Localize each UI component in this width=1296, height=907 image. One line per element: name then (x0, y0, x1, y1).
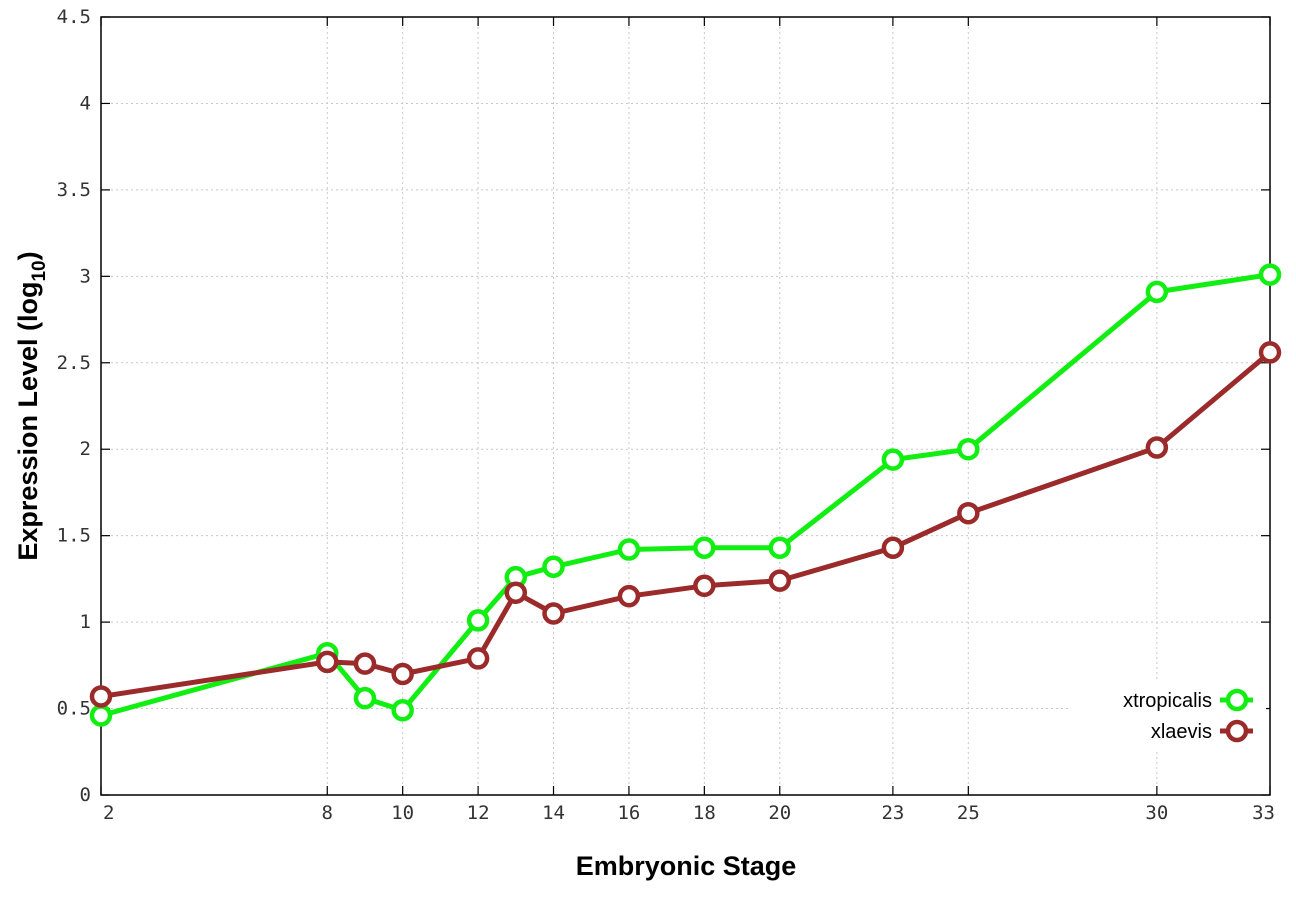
x-tick-label: 23 (881, 802, 904, 824)
axis-ticks: 0 0.5 1 1.5 2 2.5 3 3.5 4 4.5 2 8 10 12 14 16 18 20 23 25 30… (57, 6, 1275, 824)
data-point-xlaevis (768, 569, 792, 592)
legend-marker-xlaevis (1225, 719, 1249, 743)
series-line-xlaevis (100, 350, 1272, 699)
x-tick-label: 10 (391, 802, 414, 824)
x-tick-label: 12 (467, 802, 490, 824)
data-point-xlaevis (1258, 341, 1282, 364)
data-point-xlaevis (391, 662, 414, 686)
data-point-xtropicalis (89, 704, 113, 727)
data-point-xlaevis (1145, 436, 1169, 459)
x-tick-label: 33 (1252, 802, 1275, 824)
data-point-xtropicalis (353, 686, 377, 710)
x-tick-label: 30 (1145, 802, 1168, 824)
plot-frame (100, 16, 1271, 796)
x-tick-label: 8 (322, 802, 333, 824)
legend-label-xtropicalis: xtropicalis (1123, 690, 1212, 712)
data-point-xtropicalis (768, 536, 792, 560)
series-line-xtropicalis (100, 272, 1271, 718)
data-point-xlaevis (881, 536, 905, 560)
data-point-xlaevis (957, 501, 980, 525)
data-point-xtropicalis (881, 448, 905, 471)
y-tick-label: 0 (80, 784, 91, 806)
y-tick-label: 3 (80, 265, 91, 287)
x-axis-title: Embryonic Stage (576, 851, 797, 881)
y-tick-label: 2.5 (57, 352, 91, 374)
data-point-xlaevis (542, 602, 565, 625)
x-tick-label: 20 (768, 802, 791, 824)
data-point-xlaevis (89, 685, 113, 708)
y-tick-label: 2 (80, 438, 91, 460)
data-point-xtropicalis (466, 609, 490, 632)
data-point-xtropicalis (693, 536, 716, 560)
data-point-xtropicalis (542, 555, 565, 579)
legend: xtropicalis xlaevis (1070, 680, 1266, 750)
legend-label-xlaevis: xlaevis (1151, 721, 1212, 743)
y-tick-label: 0.5 (57, 698, 91, 720)
x-tick-label: 14 (542, 802, 565, 824)
data-point-xtropicalis (1258, 263, 1282, 286)
y-axis-title-subscript: 10 (29, 260, 50, 281)
data-point-xtropicalis (617, 538, 641, 561)
data-point-xlaevis (353, 652, 377, 675)
y-axis-title: Expression Level (log10) (13, 251, 50, 560)
y-tick-label: 1 (80, 611, 91, 633)
legend-marker-xtropicalis (1225, 688, 1249, 712)
data-point-xlaevis (693, 574, 716, 598)
data-point-xlaevis (617, 584, 641, 608)
x-tick-label: 16 (617, 802, 640, 824)
y-tick-label: 1.5 (57, 525, 91, 547)
series-layer (89, 263, 1282, 727)
data-point-xtropicalis (1145, 280, 1169, 304)
series-xlaevis (89, 341, 1282, 708)
x-tick-label: 18 (693, 802, 716, 824)
grid (101, 17, 1270, 795)
data-point-xtropicalis (957, 437, 980, 461)
x-tick-label: 25 (957, 802, 980, 824)
y-tick-label: 4 (80, 92, 91, 114)
y-tick-label: 4.5 (57, 6, 91, 28)
data-point-xlaevis (466, 647, 490, 670)
data-point-xtropicalis (391, 699, 414, 722)
series-xtropicalis (89, 263, 1282, 727)
y-axis-title-main: Expression Level (log (13, 282, 43, 561)
x-tick-label: 2 (103, 802, 114, 824)
data-point-xlaevis (504, 581, 528, 604)
y-tick-label: 3.5 (57, 179, 91, 201)
data-point-xlaevis (316, 650, 339, 674)
y-axis-title-end: ) (13, 251, 43, 260)
